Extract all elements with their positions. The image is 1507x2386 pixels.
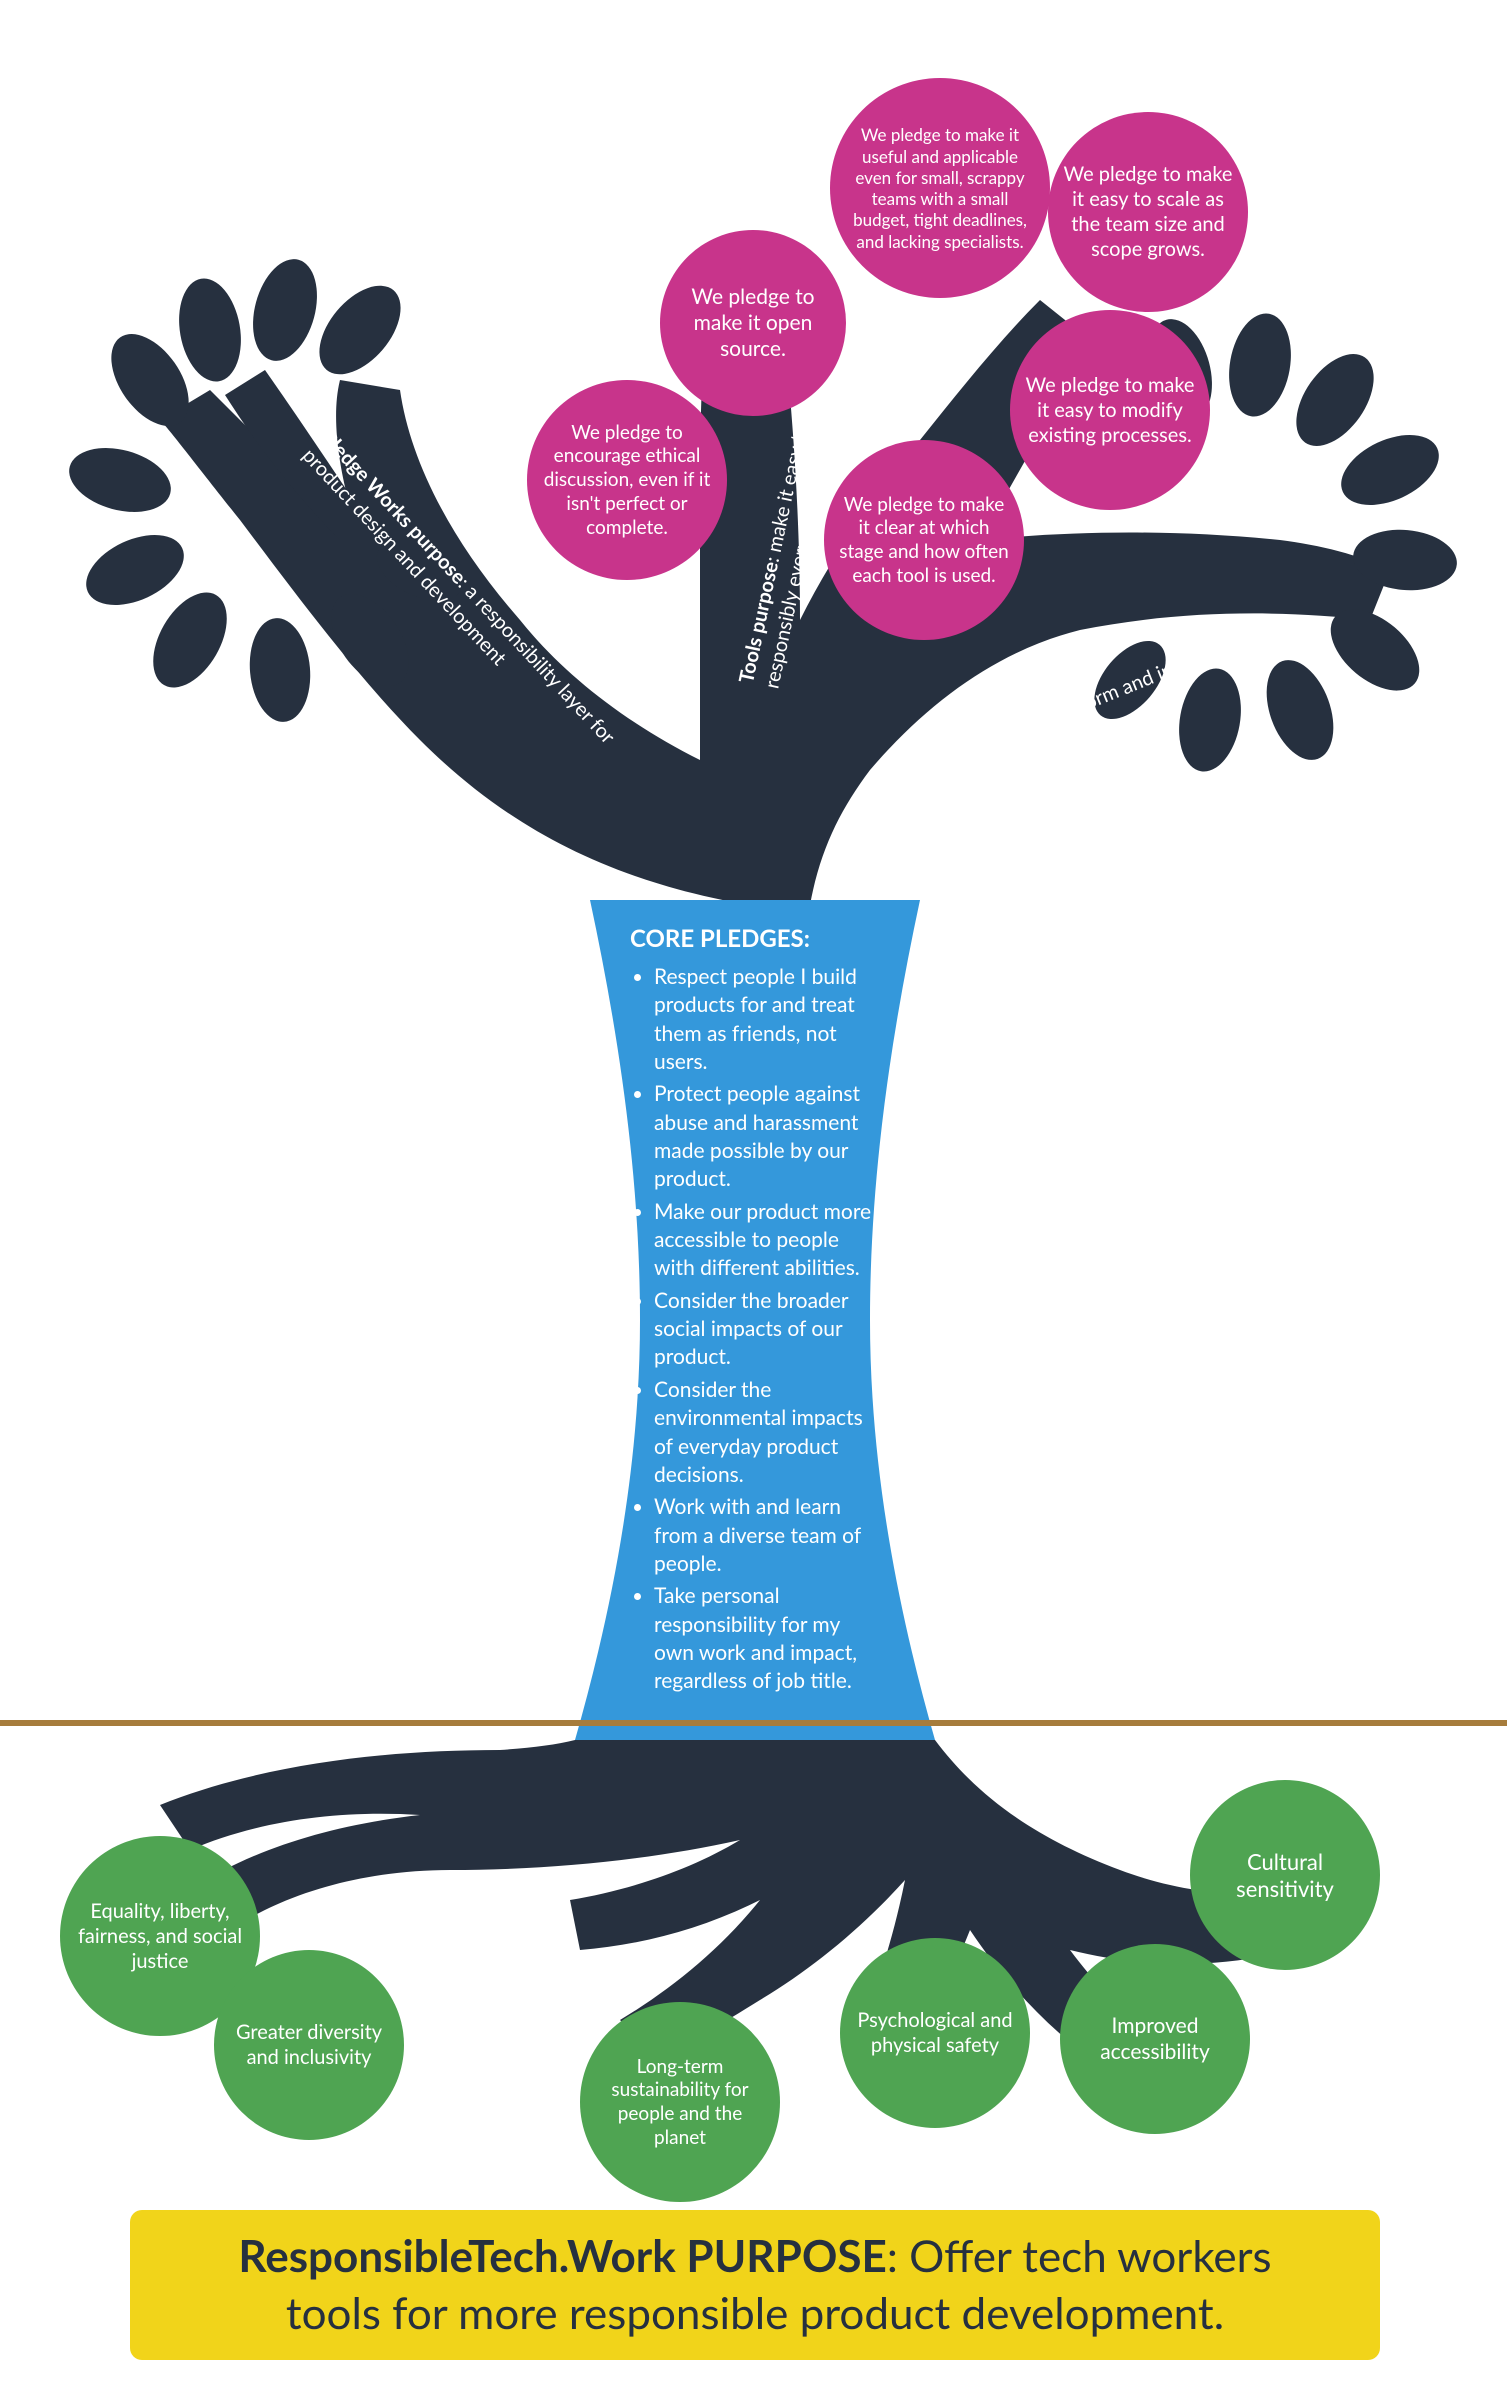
pledge-circle-text: We pledge to make it easy to modify exis… [1024, 373, 1196, 448]
value-circle: Cultural sensitivity [1190, 1780, 1380, 1970]
pledge-circle-text: We pledge to make it clear at which stag… [838, 493, 1010, 588]
pledge-circle: We pledge to make it open source. [660, 230, 846, 416]
pledge-circle: We pledge to make it clear at which stag… [824, 440, 1024, 640]
value-circle-text: Cultural sensitivity [1204, 1848, 1366, 1903]
pledge-circle: We pledge to make it easy to scale as th… [1048, 112, 1248, 312]
value-circle-text: Improved accessibility [1074, 2013, 1236, 2066]
core-pledge-item: Respect people I build products for and … [654, 963, 884, 1076]
pledge-circle-text: We pledge to encourage ethical discussio… [541, 421, 713, 540]
core-pledge-item: Make our product more accessible to peop… [654, 1198, 884, 1283]
pledge-circle-text: We pledge to make it easy to scale as th… [1062, 162, 1234, 262]
core-pledge-item: Protect people against abuse and harassm… [654, 1080, 884, 1193]
value-circle: Long-term sustainability for people and … [580, 2002, 780, 2202]
value-circle: Greater diversity and inclusivity [214, 1950, 404, 2140]
pledge-circle-text: We pledge to make it open source. [674, 284, 832, 363]
core-pledge-item: Work with and learn from a diverse team … [654, 1493, 884, 1578]
infographic-canvas: CORE PLEDGES: Respect people I build pro… [0, 0, 1507, 2386]
pledge-circle: We pledge to make it useful and applicab… [830, 78, 1050, 298]
core-pledges-heading: CORE PLEDGES: [630, 924, 910, 953]
core-pledge-item: Consider the broader social impacts of o… [654, 1287, 884, 1372]
core-pledge-item: Consider the environmental impacts of ev… [654, 1376, 884, 1489]
core-pledges-list: Respect people I build products for and … [630, 963, 910, 1696]
value-circle: Improved accessibility [1060, 1944, 1250, 2134]
purpose-banner: ResponsibleTech.Work PURPOSE: Offer tech… [130, 2210, 1380, 2360]
value-circle-text: Equality, liberty, fairness, and social … [74, 1899, 246, 1974]
purpose-banner-text: ResponsibleTech.Work PURPOSE: Offer tech… [190, 2228, 1320, 2342]
pledge-circle: We pledge to encourage ethical discussio… [527, 380, 727, 580]
core-pledge-item: Take personal responsibility for my own … [654, 1582, 884, 1695]
pledge-circle: We pledge to make it easy to modify exis… [1010, 310, 1210, 510]
value-circle-text: Psychological and physical safety [854, 2008, 1016, 2058]
pledge-circle-text: We pledge to make it useful and applicab… [844, 124, 1036, 252]
value-circle-text: Greater diversity and inclusivity [228, 2020, 390, 2070]
ground-line [0, 1720, 1507, 1726]
value-circle-text: Long-term sustainability for people and … [594, 2055, 766, 2150]
banner-bold: ResponsibleTech.Work PURPOSE [238, 2230, 886, 2282]
value-circle: Psychological and physical safety [840, 1938, 1030, 2128]
core-pledges-block: CORE PLEDGES: Respect people I build pro… [630, 924, 910, 1700]
